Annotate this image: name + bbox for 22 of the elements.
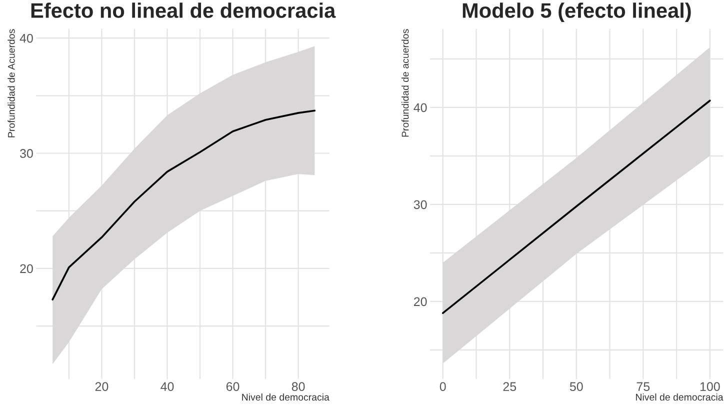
y-tick-label: 20 [414, 297, 427, 306]
x-tick-label: 25 [503, 382, 516, 391]
y-tick-label: 20 [20, 264, 33, 274]
y-axis-title: Profundidad de Acuerdos [8, 29, 15, 138]
x-tick-label: 50 [570, 382, 583, 391]
x-tick-label: 60 [226, 382, 240, 391]
y-tick-label: 30 [414, 200, 427, 210]
x-tick-label: 0 [440, 382, 446, 391]
y-axis-title: Profundidad de acuerdos [402, 29, 409, 137]
x-tick-label: 20 [95, 382, 108, 391]
x-tick-label: 75 [636, 382, 650, 391]
x-tick-label: 100 [700, 382, 720, 391]
x-axis-title: Nivel de democracia [242, 393, 330, 401]
line-series [52, 110, 316, 300]
y-tick-label: 30 [20, 149, 33, 158]
chart-title: Efecto no lineal de democracia [31, 2, 336, 18]
x-tick-label: 40 [160, 382, 174, 391]
chart-title: Modelo 5 (efecto lineal) [462, 2, 691, 22]
y-tick-label: 40 [414, 103, 427, 112]
y-tick-label: 40 [20, 34, 33, 43]
x-tick-label: 80 [292, 382, 305, 391]
x-axis-title: Nivel de democracia [636, 393, 724, 401]
